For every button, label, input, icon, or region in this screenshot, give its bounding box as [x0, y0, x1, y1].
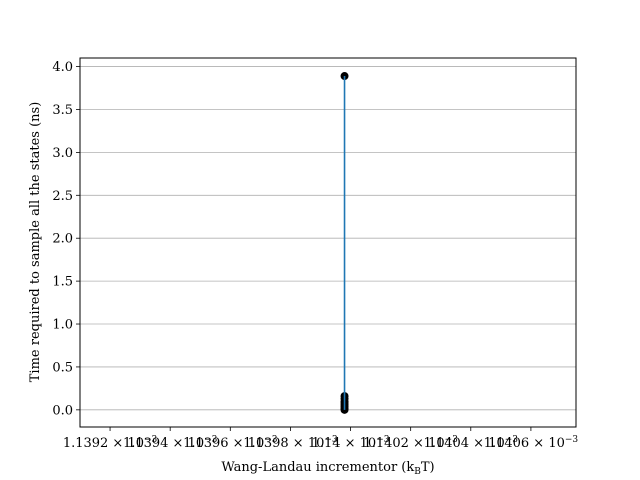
grid [80, 66, 576, 411]
x-axis: 1.1392 × 10−31.1394 × 10−31.1396 × 10−31… [63, 427, 579, 451]
x-tick-label: 1.1406 × 10−3 [484, 435, 579, 451]
x-tick-label: 1.14 × 10−3 [312, 435, 390, 451]
y-tick-label: 2.5 [52, 189, 73, 204]
y-tick-label: 4.0 [52, 60, 73, 75]
y-tick-label: 2.0 [52, 232, 73, 247]
y-axis-label: Time required to sample all the states (… [28, 102, 43, 383]
y-tick-label: 0.0 [52, 403, 73, 418]
y-tick-label: 1.0 [52, 318, 73, 333]
x-tick-label: 1.1398 × 10−3 [243, 435, 338, 451]
y-axis: 0.0 0.5 1.0 1.5 2.0 2.5 3.0 3.5 4.0 [52, 60, 80, 418]
series [340, 72, 349, 414]
y-tick-label: 1.5 [52, 275, 73, 290]
y-tick-label: 3.5 [52, 103, 73, 118]
x-tick-label: 1.1402 × 10−3 [363, 435, 458, 451]
plot-frame [79, 57, 577, 428]
y-tick-label: 3.0 [52, 146, 73, 161]
x-tick-label: 1.1404 × 10−3 [424, 435, 519, 451]
y-tick-label: 0.5 [52, 360, 73, 375]
x-axis-label: Wang-Landau incrementor (kBT) [221, 460, 434, 477]
x-tick-label: 1.1392 × 10−3 [63, 435, 158, 451]
x-tick-label: 1.1394 × 10−3 [123, 435, 218, 451]
x-tick-label: 1.1396 × 10−3 [183, 435, 278, 451]
